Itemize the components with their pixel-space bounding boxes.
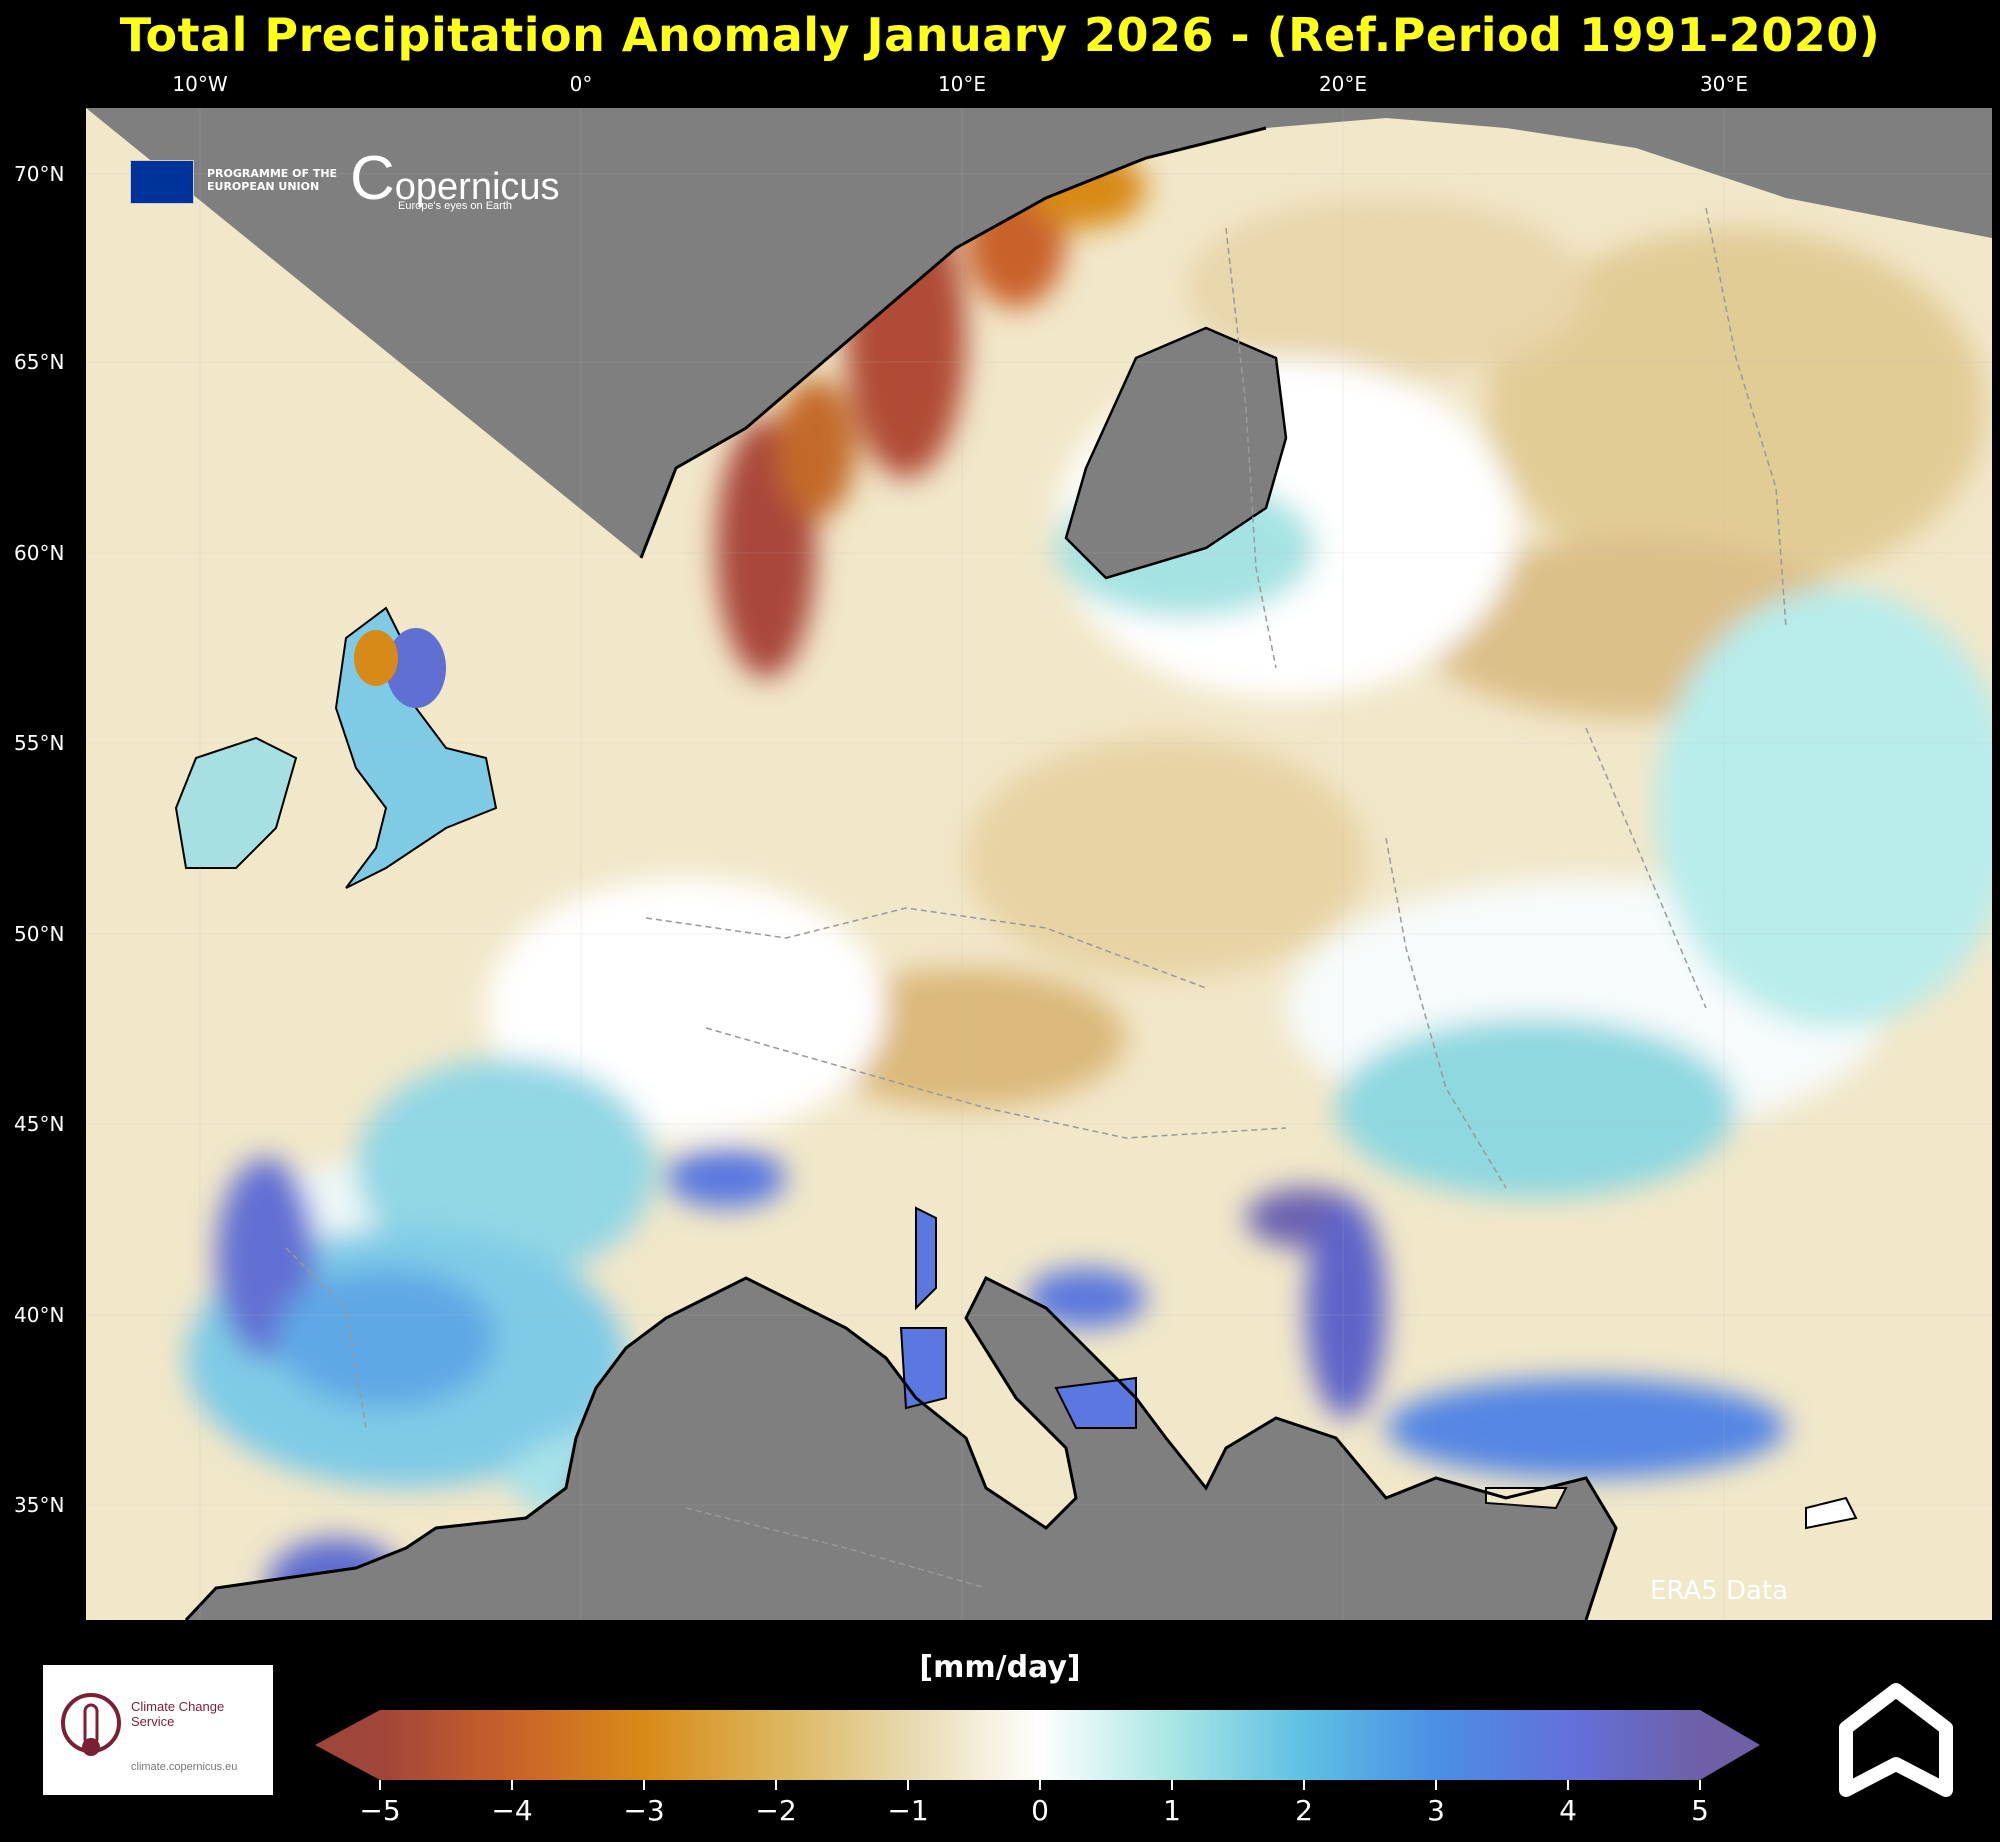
ccs-logo: Climate Change Service climate.copernicu…: [43, 1665, 273, 1795]
ccs-name: Climate Change Service: [131, 1699, 225, 1729]
colorbar-tick: −4: [491, 1794, 533, 1827]
lon-label: 10°E: [937, 72, 987, 96]
eu-programme-label: PROGRAMME OF THE EUROPEAN UNION: [207, 167, 338, 193]
thermometer-icon: [61, 1693, 121, 1756]
colorbar-unit-label: [mm/day]: [919, 1650, 1081, 1685]
copernicus-wordmark: opernicus: [394, 166, 560, 208]
anomaly-map: [86, 108, 1992, 1620]
colorbar-tick: −1: [887, 1794, 929, 1827]
colorbar-tick: −2: [755, 1794, 797, 1827]
eu-flag-logo: [130, 160, 194, 204]
colorbar-min-extend: [315, 1710, 380, 1780]
lon-label: 30°E: [1699, 72, 1749, 96]
colorbar-tick: 3: [1427, 1794, 1445, 1827]
colorbar-tick: 2: [1295, 1794, 1313, 1827]
ccs-url: climate.copernicus.eu: [131, 1761, 238, 1773]
colorbar-tick: 5: [1691, 1794, 1709, 1827]
lat-label: 55°N: [14, 731, 65, 755]
copernicus-logo: Copernicus: [350, 144, 560, 213]
colorbar-tick: 1: [1163, 1794, 1181, 1827]
lat-label: 50°N: [14, 922, 65, 946]
colorbar-max-extend: [1700, 1710, 1760, 1780]
lat-label: 40°N: [14, 1303, 65, 1327]
lon-label: 20°E: [1318, 72, 1368, 96]
map-title: Total Precipitation Anomaly January 2026…: [119, 8, 1881, 62]
lon-label: 10°W: [172, 72, 228, 96]
lon-label: 0°: [569, 72, 593, 96]
colorbar-tick: −5: [359, 1794, 401, 1827]
lat-label: 70°N: [14, 162, 65, 186]
house-logo-icon: [1839, 1683, 1953, 1797]
lat-label: 60°N: [14, 541, 65, 565]
map-panel: [86, 108, 1992, 1620]
lat-label: 45°N: [14, 1112, 65, 1136]
colorbar-tick: 4: [1559, 1794, 1577, 1827]
copernicus-tagline: Europe's eyes on Earth: [398, 200, 513, 212]
lat-label: 65°N: [14, 350, 65, 374]
colorbar-tick: 0: [1031, 1794, 1049, 1827]
colorbar-ramp: [380, 1710, 1700, 1780]
data-source-label: ERA5 Data: [1650, 1576, 1789, 1606]
lat-label: 35°N: [14, 1493, 65, 1517]
colorbar-tick: −3: [623, 1794, 665, 1827]
colorbar: [315, 1710, 1760, 1790]
